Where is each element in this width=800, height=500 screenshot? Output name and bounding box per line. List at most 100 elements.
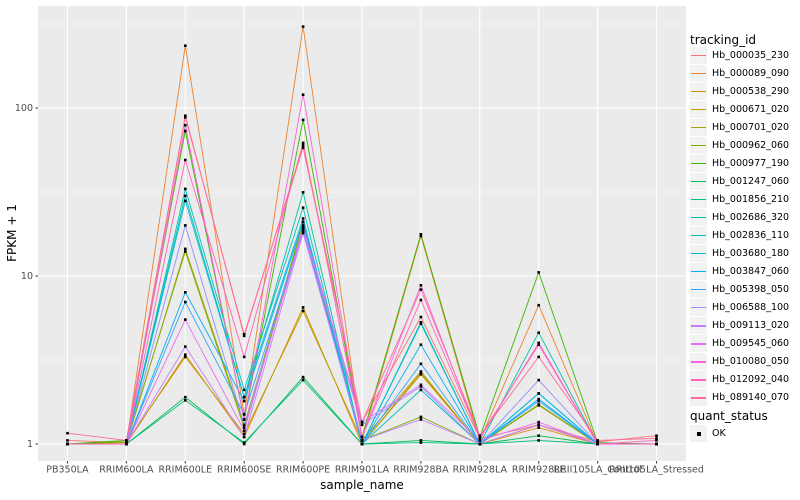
data-point-Hb_002686_320 [419,321,423,324]
legend-item: Hb_010080_050 [690,353,789,371]
legend-item-label: Hb_000701_020 [712,121,790,133]
data-point-Hb_002836_110 [184,187,187,191]
legend-item-quant: OK [690,425,726,442]
data-point-Hb_000671_020 [301,309,305,313]
y-tick-label: 100 [15,103,33,114]
data-point-Hb_009545_060 [419,383,423,387]
data-point-Hb_000962_060 [537,403,540,406]
data-point-Hb_005398_050 [419,362,423,366]
legend-item-label: Hb_002686_320 [712,211,790,223]
legend-key-line-icon [690,299,707,317]
legend-key-line-icon [690,118,707,136]
legend-item-label: Hb_005398_050 [712,284,790,296]
data-point-Hb_000089_090 [419,234,423,238]
data-point-Hb_009113_020 [478,442,482,446]
legend-item-label: Hb_012092_040 [712,374,790,386]
data-point-Hb_009113_020 [301,231,305,235]
data-point-Hb_000089_090 [537,303,540,307]
legend-item: Hb_000701_020 [690,118,790,136]
x-tick-label: RRIM901LA [335,465,390,476]
data-point-Hb_000035_230 [655,434,658,437]
legend-key-line-icon [690,335,707,353]
legend-item: Hb_009545_060 [690,335,790,353]
legend-key-line-icon [690,281,707,299]
data-point-Hb_002686_320 [184,194,187,198]
data-point-Hb_000977_190 [537,271,540,274]
data-point-Hb_000701_020 [419,371,423,375]
data-point-Hb_002686_320 [301,191,305,194]
x-tick-label: RRIM600LE [158,465,212,476]
legend-item-label: OK [712,428,726,439]
data-point-Hb_003680_180 [537,392,540,395]
legend-item: Hb_000671_020 [690,100,789,118]
legend-item: Hb_009113_020 [690,317,789,335]
data-point-Hb_000538_290 [419,373,423,376]
legend-item-label: Hb_001247_060 [712,175,790,187]
data-point-Hb_009545_060 [242,429,246,432]
data-point-Hb_000671_020 [184,355,187,359]
data-point-Hb_012092_040 [360,435,364,439]
legend-key-line-icon [690,245,707,263]
legend-item-label: Hb_000089_090 [712,67,790,79]
legend-key-line-icon [690,64,707,82]
data-point-Hb_001856_210 [301,378,305,382]
data-point-Hb_012092_040 [655,439,658,442]
legend-item: Hb_001856_210 [690,190,789,208]
data-point-Hb_001856_210 [419,441,423,444]
data-point-Hb_009545_060 [478,439,482,442]
data-point-Hb_089140_070 [655,437,658,440]
data-point-Hb_001247_060 [537,434,540,437]
data-point-Hb_012092_040 [125,442,128,446]
data-point-Hb_089140_070 [419,288,423,291]
data-point-Hb_000035_230 [301,146,305,149]
legend-key-line-icon [690,100,707,118]
legend-key-line-icon [690,136,707,154]
legend-item-label: Hb_006588_100 [712,302,790,314]
legend-key-line-icon [690,263,707,281]
data-point-Hb_003847_060 [537,397,540,401]
data-point-Hb_001856_210 [242,441,246,444]
data-point-Hb_000538_290 [537,426,540,429]
data-point-Hb_009113_020 [242,435,246,439]
data-point-Hb_002836_110 [242,388,246,392]
data-point-Hb_001247_060 [184,395,187,399]
legend-item-label: Hb_002836_110 [712,230,790,241]
data-point-Hb_000962_060 [242,426,246,429]
legend-key-line-icon [690,389,707,407]
data-point-Hb_005398_050 [301,227,305,231]
legend-key-line-icon [690,353,707,371]
data-point-Hb_006588_100 [537,378,540,382]
data-point-Hb_005398_050 [184,300,187,304]
legend-item: Hb_089140_070 [690,389,789,407]
data-point-Hb_089140_070 [596,439,599,442]
data-point-Hb_089140_070 [360,420,364,424]
legend-key-line-icon [690,227,707,244]
data-point-Hb_012092_040 [66,442,69,446]
data-point-Hb_003680_180 [419,322,423,325]
legend-item-label: Hb_000977_190 [712,157,790,169]
legend-item: Hb_000977_190 [690,154,790,172]
data-point-Hb_003847_060 [419,343,423,346]
data-point-Hb_089140_070 [184,114,187,117]
data-point-Hb_010080_050 [478,437,482,441]
legend-item: Hb_003680_180 [690,245,790,263]
data-point-Hb_003680_180 [184,199,187,203]
x-tick-label: PB350LA [46,465,89,476]
data-point-Hb_003847_060 [184,291,187,294]
legend-item-label: Hb_009545_060 [712,338,790,350]
x-tick-label: RRIM600LA [99,465,154,476]
legend-title-tracking-id: tracking_id [690,33,757,47]
x-tick-label: RRIM928LA [453,465,508,476]
data-point-Hb_000538_290 [184,353,187,356]
data-point-Hb_010080_050 [537,341,540,345]
x-tick-label: RRII105LA_Stressed [609,465,704,476]
y-axis-title: FPKM + 1 [5,204,19,262]
legend-item: Hb_002686_320 [690,208,790,226]
data-point-Hb_005398_050 [537,399,540,403]
legend-item-label: Hb_003680_180 [712,248,790,260]
legend-item: Hb_001247_060 [690,172,790,190]
data-point-Hb_010080_050 [655,442,658,446]
data-point-Hb_089140_070 [301,144,305,147]
x-tick-label: RRII105LA_Control [554,465,642,476]
